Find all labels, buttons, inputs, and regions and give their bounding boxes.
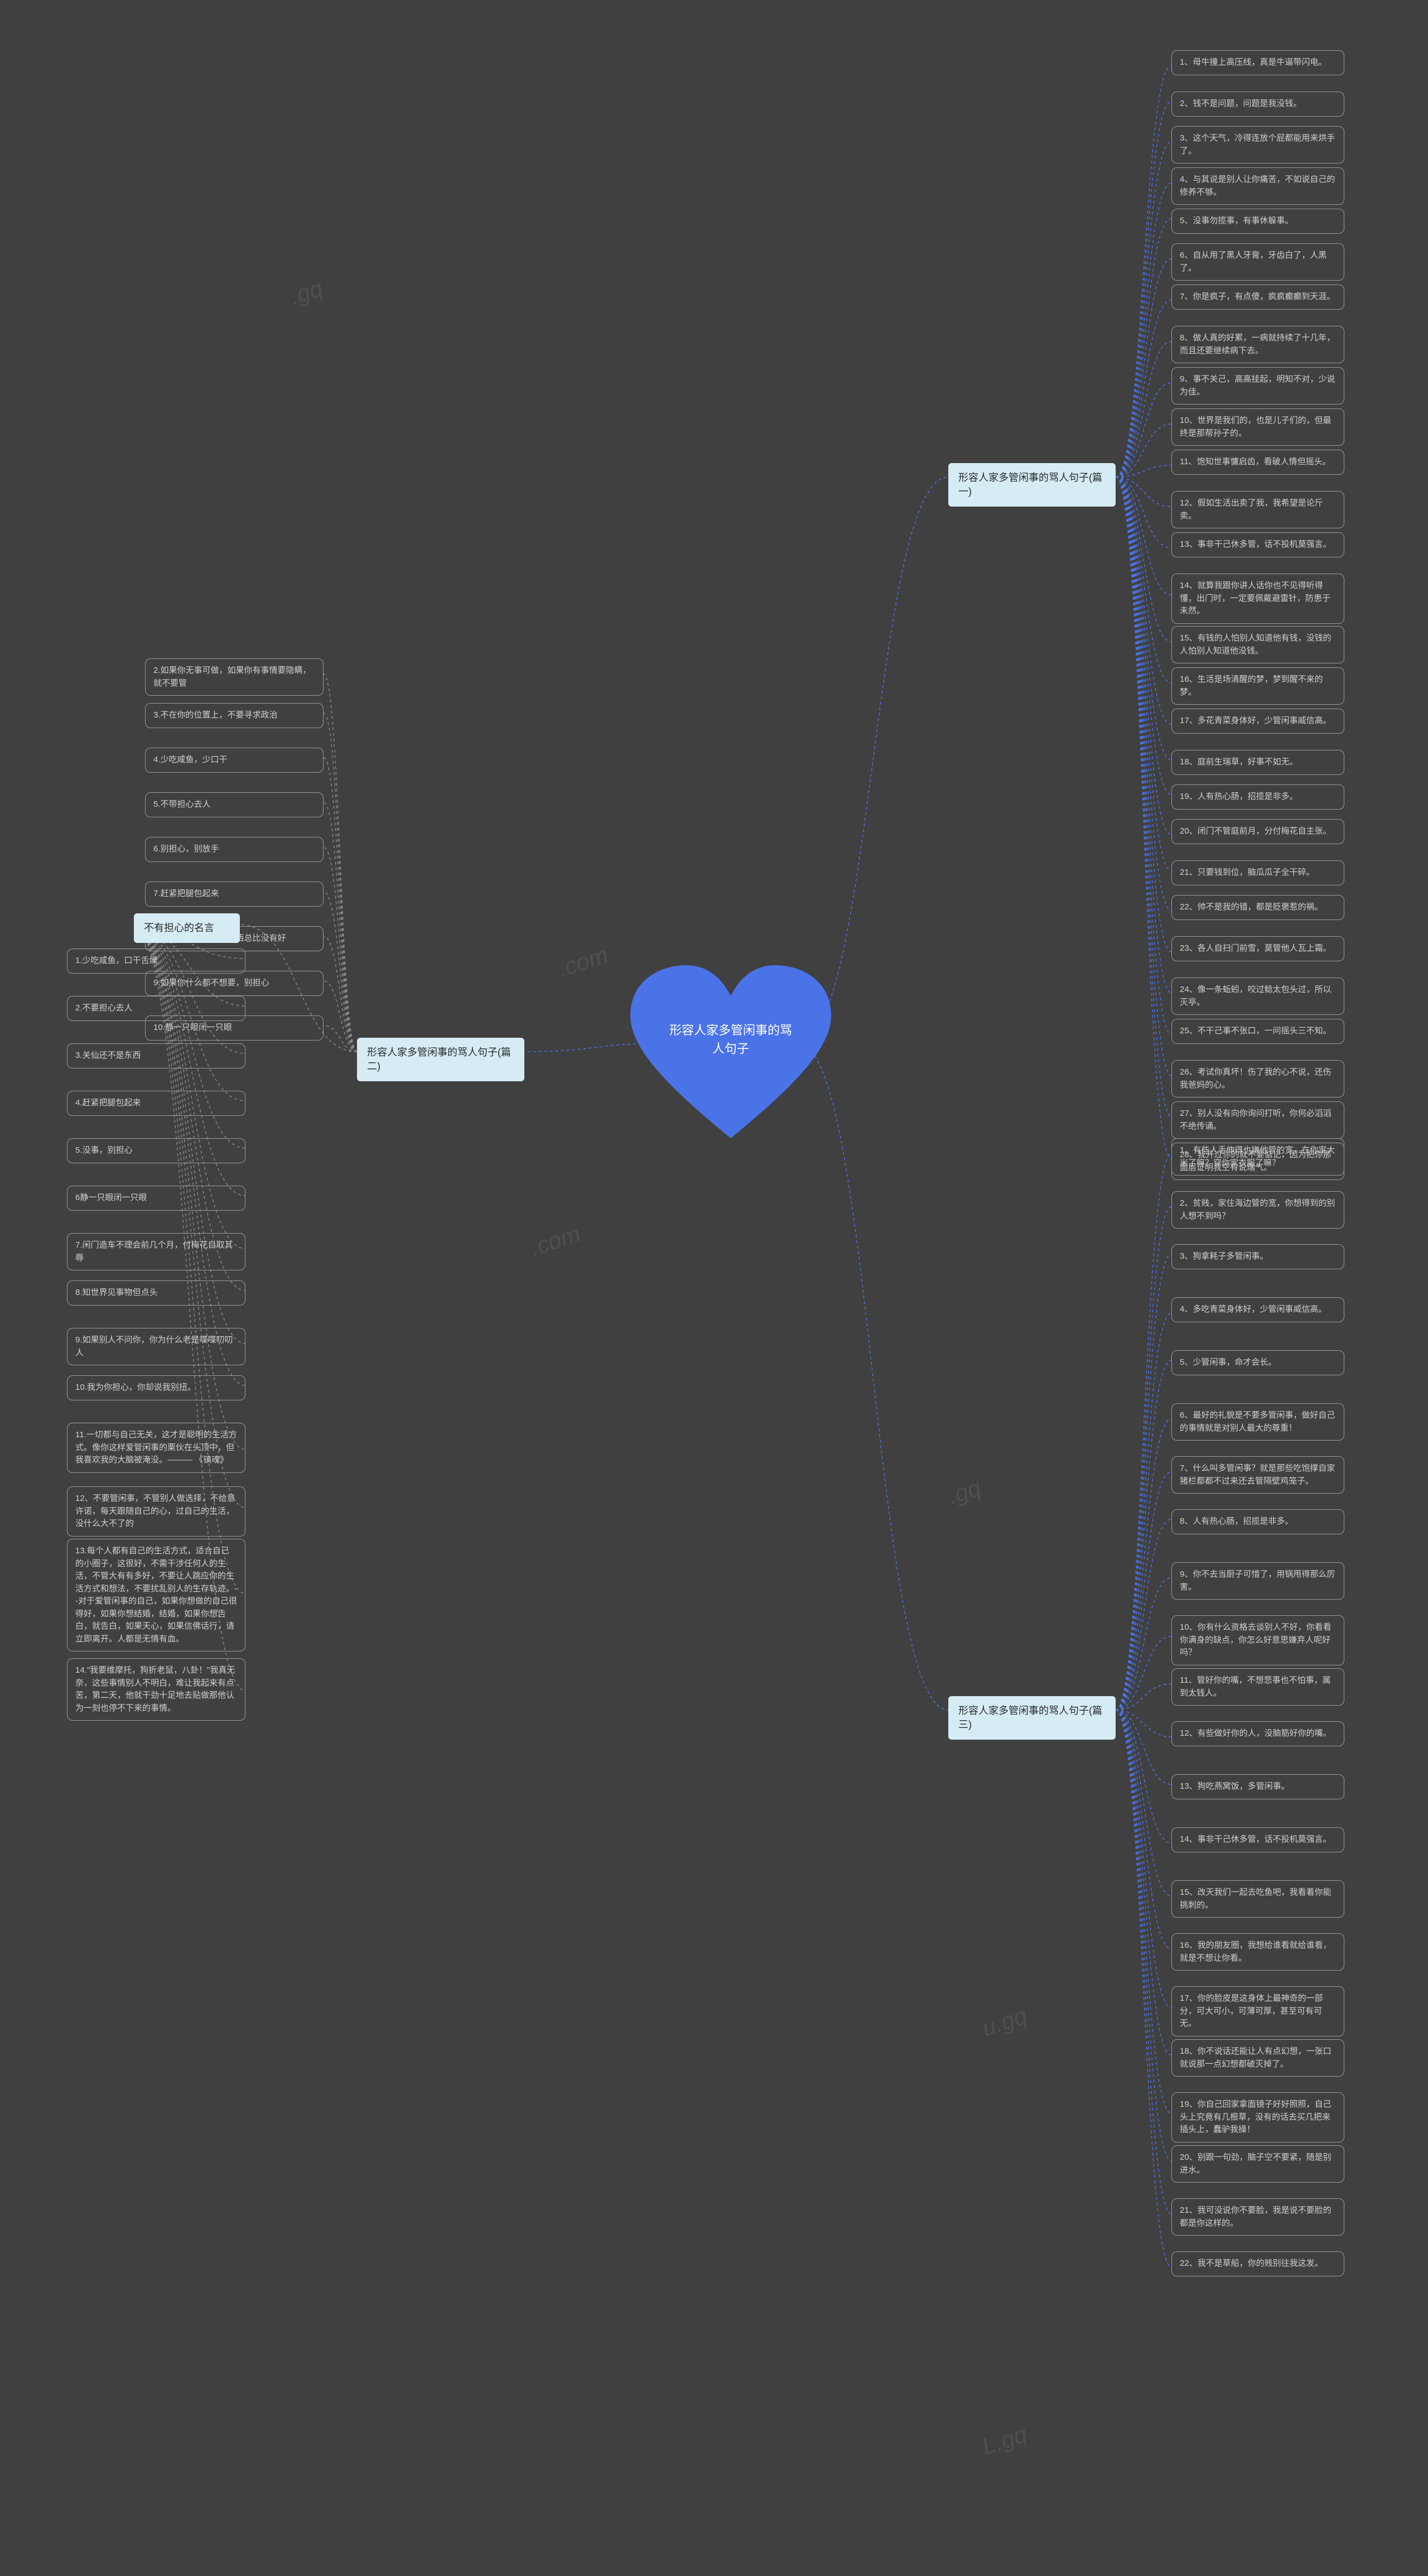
leaf-node: 6.别担心，别放手 — [145, 837, 324, 862]
leaf-node: 7、你是疯子，有点傻，疯疯癫癫到天涯。 — [1171, 285, 1344, 310]
leaf-node: 10、世界是我们的，也是儿子们的，但最终是那帮孙子的。 — [1171, 408, 1344, 446]
leaf-node: 8、人有热心肠，招揽是非多。 — [1171, 1509, 1344, 1534]
leaf-node: 2、贫贱，家住海边管的宽，你想得到的别人想不到吗？ — [1171, 1191, 1344, 1229]
leaf-node: 24、像一条蚯蚓，咬过鲶太包头过，所以灭亭。 — [1171, 978, 1344, 1015]
watermark: u.gq — [979, 2002, 1031, 2042]
leaf-node: 19、你自己回家拿面镜子好好照照，自己头上究竟有几根草，没有的话去买几把来插头上… — [1171, 2092, 1344, 2142]
leaf-node: 3.关仙还不是东西 — [67, 1043, 245, 1068]
leaf-node: 10.我为你担心，你却说我别扭。 — [67, 1375, 245, 1400]
root-node: 形容人家多管闲事的骂人句子 — [625, 960, 837, 1149]
leaf-node: 1、母牛撞上高压线，真是牛逼带闪电。 — [1171, 50, 1344, 75]
leaf-node: 7、什么叫多管闲事？就是那些吃饱撑自家猪栏都都不过来还去管隔壁鸡笼子。 — [1171, 1456, 1344, 1494]
leaf-node: 5、少管闲事，命才会长。 — [1171, 1350, 1344, 1375]
leaf-node: 3、这个天气，冷得连放个屁都能用来烘手了。 — [1171, 126, 1344, 163]
leaf-node: 21、只要钱到位，脑瓜瓜子全干碎。 — [1171, 860, 1344, 885]
leaf-node: 11.一切都与自己无关，这才是聪明的生活方式。像你这样爱管闲事的栗伙在头顶中，但… — [67, 1423, 245, 1473]
leaf-node: 5、没事勿揽事，有事休躲事。 — [1171, 209, 1344, 234]
leaf-node: 25、不干己事不张口，一问摇头三不知。 — [1171, 1019, 1344, 1044]
leaf-node: 14、就算我跟你讲人话你也不见得听得懂，出门时，一定要佩戴避雷针，防患于未然。 — [1171, 574, 1344, 624]
branch-b2: 形容人家多管闲事的骂人句子(篇二) — [357, 1038, 524, 1081]
leaf-node: 4.少吃咸鱼，少口干 — [145, 748, 324, 773]
leaf-node: 16、生活是场清醒的梦，梦到醒不来的梦。 — [1171, 667, 1344, 705]
leaf-node: 12、不要管闲事，不管别人做选择，不给意许诺，每天跟随自己的心，过自己的生活，没… — [67, 1486, 245, 1537]
leaf-node: 18、你不说话还能让人有点幻想，一张口就说那一点幻想都破灭掉了。 — [1171, 2039, 1344, 2077]
leaf-node: 10、你有什么资格去谈别人不好，你看看你满身的缺点，你怎么好意思嫌弃人呢好吗？ — [1171, 1615, 1344, 1665]
leaf-node: 14、事非干己休多管，话不投机莫强言。 — [1171, 1827, 1344, 1852]
root-label: 形容人家多管闲事的骂人句子 — [625, 1021, 837, 1058]
leaf-node: 26、考试你真坏！伤了我的心不说，还伤我爸妈的心。 — [1171, 1060, 1344, 1097]
leaf-node: 13、事非干己休多管，话不投机莫强言。 — [1171, 532, 1344, 557]
leaf-node: 11、管好你的嘴，不想悲事也不怕事，属到太钱人。 — [1171, 1668, 1344, 1706]
leaf-node: 23、各人自扫门前雪，莫管他人瓦上霜。 — [1171, 936, 1344, 961]
leaf-node: 22、帅不是我的错，都是贬褒惹的祸。 — [1171, 895, 1344, 920]
leaf-node: 12、假如生活出卖了我，我希望是论斤卖。 — [1171, 491, 1344, 528]
leaf-node: 1、有些人手伸得也嫌他管的宽，在你家大米了嘛？穿你家衣服了嘛？ — [1171, 1138, 1344, 1176]
leaf-node: 19、人有热心肠，招揽是非多。 — [1171, 784, 1344, 810]
leaf-node: 6、最好的礼貌是不要多管闲事，做好自己的事情就是对别人最大的尊重！ — [1171, 1403, 1344, 1441]
leaf-node: 13、狗吃燕窝饭，多管闲事。 — [1171, 1774, 1344, 1799]
watermark: .gq — [945, 1474, 984, 1510]
leaf-node: 9、你不去当厨子可惜了，用锅甩得那么厉害。 — [1171, 1562, 1344, 1600]
leaf-node: 6、自从用了黑人牙膏，牙齿白了，人黑了。 — [1171, 243, 1344, 281]
leaf-node: 9.如果别人不问你，你为什么老是喋喋叨叨人 — [67, 1328, 245, 1365]
leaf-node: 2.不要担心去人 — [67, 996, 245, 1021]
leaf-node: 9、事不关己，高高挂起，明知不对，少说为佳。 — [1171, 367, 1344, 405]
leaf-node: 5.不带担心去人 — [145, 792, 324, 817]
leaf-node: 18、庭前生瑞草，好事不如无。 — [1171, 750, 1344, 775]
leaf-node: 15、有钱的人怕别人知道他有钱，没钱的人怕别人知道他没钱。 — [1171, 626, 1344, 663]
leaf-node: 17、你的脸皮是这身体上最神奇的一部分，可大可小，可薄可厚，甚至可有可无。 — [1171, 1986, 1344, 2036]
leaf-node: 8、做人真的好累，一病就持续了十几年，而且还要继续病下去。 — [1171, 326, 1344, 363]
leaf-node: 3.不在你的位置上，不要寻求政治 — [145, 703, 324, 728]
leaf-node: 11、饱知世事慵启齿，看破人情但摇头。 — [1171, 450, 1344, 475]
watermark: .com — [555, 941, 611, 983]
leaf-node: 2.如果你无事可做，如果你有事情要隐瞒，就不要管 — [145, 658, 324, 696]
leaf-node: 8.知世界见事物但点头 — [67, 1280, 245, 1306]
leaf-node: 7.赶紧把腿包起来 — [145, 882, 324, 907]
leaf-node: 14."我要维摩托，狗折老鼠，八卦！"我真无奈，这些事情别人不明白，难让我起来有… — [67, 1658, 245, 1721]
leaf-node: 27、别人没有向你询问打听，你何必滔滔不绝传诵。 — [1171, 1101, 1344, 1139]
leaf-node: 15、改天我们一起去吃鱼吧，我看着你能挑刺的。 — [1171, 1880, 1344, 1918]
watermark: L.gq — [979, 2421, 1031, 2461]
leaf-node: 12、有些做好你的人，没脑筋好你的嘴。 — [1171, 1721, 1344, 1746]
leaf-node: 4、与其说是别人让你痛苦，不如说自己的修养不够。 — [1171, 167, 1344, 205]
branch-b2sub: 不有担心的名言 — [134, 913, 240, 943]
leaf-node: 13.每个人都有自己的生活方式，适合自己的小圈子，这很好，不需干涉任何人的生活，… — [67, 1539, 245, 1651]
leaf-node: 20、闭门不管庭前月，分付梅花自主张。 — [1171, 819, 1344, 844]
leaf-node: 20、别跟一句劲，脑子空不要紧，随是别进水。 — [1171, 2145, 1344, 2183]
branch-b3: 形容人家多管闲事的骂人句子(篇三) — [948, 1696, 1116, 1740]
leaf-node: 6静一只眼闭一只眼 — [67, 1186, 245, 1211]
leaf-node: 17、多花青菜身体好，少管闲事威信高。 — [1171, 709, 1344, 734]
watermark: .com — [527, 1220, 583, 1261]
leaf-node: 2、钱不是问题，问题是我没钱。 — [1171, 92, 1344, 117]
leaf-node: 7.闲门造车不理会前几个月，付梅花自取其辱 — [67, 1233, 245, 1270]
leaf-node: 1.少吃咸鱼，口干舌燥 — [67, 948, 245, 974]
leaf-node: 5.没事，别担心 — [67, 1138, 245, 1163]
leaf-node: 21、我可没说你不要脸，我是说不要脸的都是你这样的。 — [1171, 2198, 1344, 2236]
leaf-node: 16、我的朋友圈，我想给谁看就给谁看，就是不想让你看。 — [1171, 1933, 1344, 1971]
leaf-node: 9.如果你什么都不想要，别担心 — [145, 971, 324, 996]
leaf-node: 4.赶紧把腿包起来 — [67, 1091, 245, 1116]
leaf-node: 22、我不是草船，你的贱别往我这发。 — [1171, 2251, 1344, 2276]
watermark: .gq — [287, 275, 326, 310]
leaf-node: 3、狗拿耗子多管闲事。 — [1171, 1244, 1344, 1269]
branch-b1: 形容人家多管闲事的骂人句子(篇一) — [948, 463, 1116, 507]
leaf-node: 4、多吃青菜身体好，少管闲事威信高。 — [1171, 1297, 1344, 1322]
